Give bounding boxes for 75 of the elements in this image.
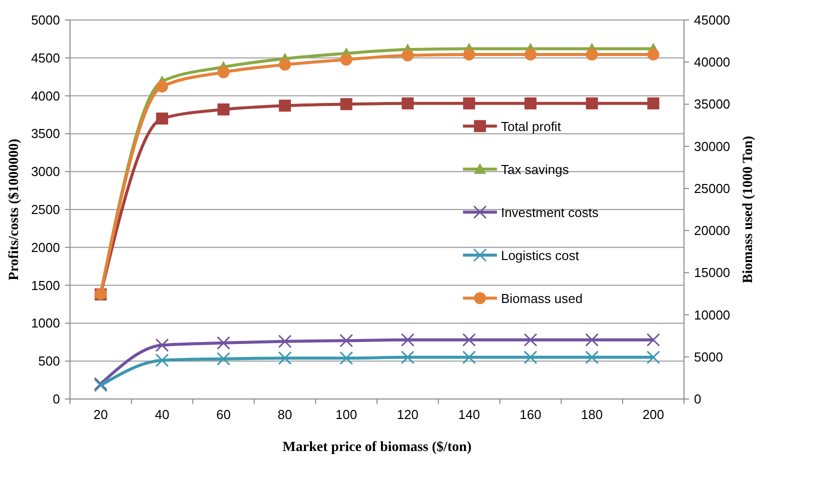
point: [524, 333, 538, 347]
y2-tick-label: 45000: [694, 12, 730, 28]
y-tick-label: 4500: [31, 50, 60, 66]
y2-tick-label: 30000: [694, 138, 730, 154]
point: [647, 97, 660, 110]
x-tick-label: 120: [396, 407, 419, 422]
point: [155, 354, 169, 368]
x-tick-label: 20: [93, 407, 108, 422]
y-tick-label: 3000: [31, 164, 60, 180]
point: [218, 103, 230, 116]
y-tick-label: 3500: [31, 126, 60, 142]
point: [216, 336, 230, 350]
y2-tick-label: 5000: [694, 349, 723, 364]
point: [402, 97, 414, 110]
y-axis-title: Profits/costs ($1000000): [7, 138, 22, 280]
point: [524, 48, 536, 61]
point: [585, 350, 599, 364]
x-tick-label: 180: [581, 407, 603, 422]
y-tick-label: 2500: [31, 202, 60, 217]
y-tick-label: 500: [38, 354, 60, 369]
point: [647, 48, 660, 61]
x-tick-label: 140: [458, 407, 480, 422]
y2-tick-label: 10000: [694, 307, 730, 322]
legend-label: Investment costs: [500, 205, 599, 220]
point: [278, 334, 292, 348]
y-tick-label: 0: [52, 392, 60, 406]
y2-tick-label: 0: [694, 392, 702, 406]
point: [216, 352, 230, 366]
point: [462, 350, 476, 364]
x-tick-label: 200: [642, 407, 664, 422]
x-tick-label: 80: [278, 407, 292, 422]
x-tick-label: 100: [335, 407, 358, 422]
point: [218, 66, 230, 78]
point: [463, 48, 476, 61]
y-tick-label: 5000: [31, 12, 60, 28]
point: [278, 351, 292, 365]
point: [524, 97, 536, 110]
point: [586, 48, 598, 61]
y-tick-label: 2000: [31, 240, 60, 255]
y2-tick-label: 40000: [694, 54, 730, 70]
y2-tick-label: 20000: [694, 223, 730, 238]
legend-label: Biomass used: [500, 291, 583, 306]
point: [400, 350, 414, 364]
point: [646, 350, 660, 364]
point: [462, 333, 476, 347]
legend-label: Logistics cost: [500, 248, 580, 264]
point: [340, 98, 352, 110]
point: [524, 350, 538, 364]
x-tick-label: 160: [520, 407, 542, 422]
point: [156, 112, 168, 125]
legend-label: Tax savings: [500, 162, 570, 178]
y2-tick-label: 25000: [694, 180, 730, 196]
x-axis-title: Market price of biomass ($/ton): [282, 440, 472, 455]
y-tick-label: 1500: [31, 278, 60, 293]
point: [156, 80, 168, 93]
point: [278, 58, 291, 71]
x-tick-label: 60: [216, 407, 231, 422]
point: [585, 333, 599, 347]
point: [586, 97, 598, 110]
point: [340, 334, 354, 348]
point: [340, 54, 352, 66]
point: [402, 49, 414, 62]
legend-label: Total profit: [500, 119, 562, 134]
y2-axis-title: Biomass used (1000 Ton): [741, 135, 756, 284]
point: [340, 351, 354, 365]
y2-tick-label: 15000: [694, 265, 730, 280]
y2-tick-label: 35000: [694, 96, 730, 112]
y-tick-label: 4000: [31, 88, 60, 104]
y-tick-label: 1000: [31, 316, 60, 331]
point: [278, 100, 291, 112]
point: [463, 97, 476, 110]
point: [646, 333, 660, 347]
point: [400, 333, 414, 347]
point: [155, 338, 169, 352]
x-tick-label: 40: [154, 407, 170, 422]
